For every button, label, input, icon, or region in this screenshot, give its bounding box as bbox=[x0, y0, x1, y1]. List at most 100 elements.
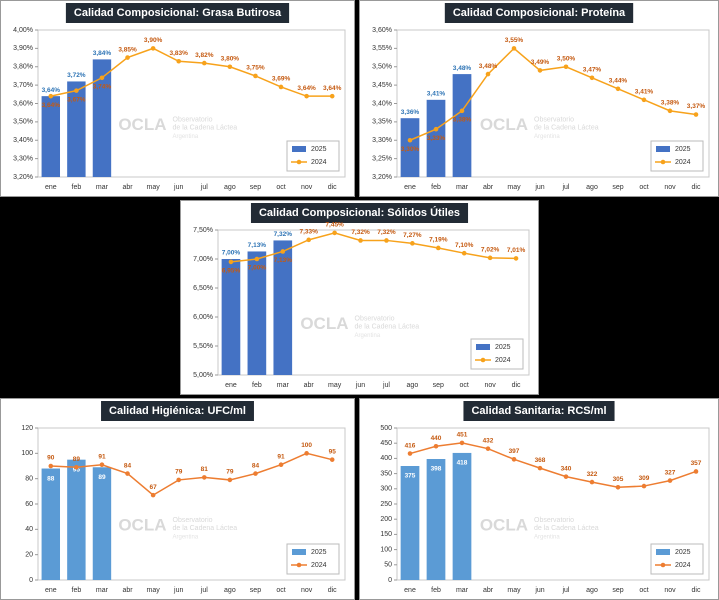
line-value-label: 7,02% bbox=[481, 247, 500, 254]
y-tick-label: 200 bbox=[380, 516, 392, 523]
bar bbox=[452, 452, 472, 580]
x-tick-label: oct bbox=[639, 587, 648, 594]
x-tick-label: may bbox=[328, 382, 342, 389]
bar-value-label: 375 bbox=[405, 473, 416, 480]
watermark: OCLA bbox=[480, 115, 528, 134]
line-value-label: 100 bbox=[301, 442, 312, 449]
bar-value-label: 7,00% bbox=[222, 250, 241, 257]
x-tick-label: ene bbox=[225, 382, 237, 389]
line-value-label: 81 bbox=[201, 466, 209, 473]
y-tick-label: 100 bbox=[380, 546, 392, 553]
line-value-label: 3,49% bbox=[531, 59, 550, 66]
line-value-label: 416 bbox=[405, 442, 416, 449]
line-point bbox=[641, 97, 647, 103]
y-tick-label: 120 bbox=[21, 425, 33, 432]
x-tick-label: may bbox=[507, 587, 521, 594]
chart-title: Calidad Composicional: Grasa Butirosa bbox=[74, 7, 282, 19]
y-tick-label: 350 bbox=[380, 470, 392, 477]
watermark: de la Cadena Láctea bbox=[173, 124, 238, 131]
chart-title: Calidad Sanitaria: RCS/ml bbox=[471, 405, 606, 417]
x-tick-label: jul bbox=[382, 382, 390, 389]
x-tick-label: nov bbox=[301, 587, 313, 594]
line-value-label: 84 bbox=[124, 462, 132, 469]
line-point bbox=[487, 255, 493, 261]
line-point bbox=[278, 84, 284, 90]
title-box bbox=[250, 203, 469, 223]
bar bbox=[41, 468, 61, 580]
line-value-label: 3,64% bbox=[42, 102, 61, 109]
watermark: Argentina bbox=[173, 134, 199, 140]
line-point bbox=[253, 73, 258, 79]
x-tick-label: oct bbox=[276, 587, 285, 594]
line-value-label: 451 bbox=[457, 432, 468, 439]
watermark: Observatorio bbox=[534, 517, 574, 524]
legend-swatch bbox=[296, 562, 302, 568]
y-tick-label: 3,20% bbox=[13, 174, 33, 181]
line-point bbox=[253, 471, 258, 476]
line-point bbox=[384, 238, 389, 243]
x-tick-label: oct bbox=[639, 184, 648, 191]
line-value-label: 79 bbox=[226, 469, 234, 476]
line-point bbox=[641, 483, 647, 489]
line-value-label: 95 bbox=[329, 448, 337, 455]
legend-label: 2024 bbox=[675, 562, 691, 569]
y-tick-label: 20 bbox=[25, 552, 33, 559]
x-tick-label: ago bbox=[224, 587, 236, 594]
line-point bbox=[407, 137, 413, 143]
y-tick-label: 3,35% bbox=[372, 119, 392, 126]
line-value-label: 84 bbox=[252, 462, 260, 469]
x-tick-label: abr bbox=[122, 587, 133, 594]
chart-panel: Calidad Sanitaria: RCS/ml OCLA Observatori… bbox=[359, 398, 719, 600]
chart-title: Calidad Composicional: Sólidos Útiles bbox=[259, 206, 460, 219]
line-value-label: 368 bbox=[535, 457, 546, 464]
x-tick-label: ene bbox=[45, 587, 57, 594]
line-point bbox=[150, 492, 156, 498]
line-point bbox=[461, 250, 467, 256]
line-value-label: 7,27% bbox=[403, 232, 422, 239]
legend-swatch bbox=[296, 159, 302, 165]
legend-label: 2025 bbox=[675, 146, 691, 153]
line bbox=[409, 47, 697, 141]
line-value-label: 79 bbox=[175, 469, 183, 476]
watermark: OCLA bbox=[300, 314, 348, 333]
line-value-label: 432 bbox=[483, 437, 494, 444]
x-tick-label: jun bbox=[534, 184, 544, 191]
y-tick-label: 4,00% bbox=[13, 27, 33, 34]
legend-label: 2024 bbox=[495, 357, 511, 364]
x-tick-label: sep bbox=[612, 587, 623, 594]
x-tick-label: abr bbox=[483, 184, 494, 191]
line-value-label: 3,64% bbox=[323, 85, 342, 92]
legend-label: 2024 bbox=[311, 562, 327, 569]
x-tick-label: oct bbox=[460, 382, 469, 389]
title-box bbox=[463, 401, 615, 421]
line-point bbox=[99, 462, 105, 468]
legend-label: 2025 bbox=[675, 549, 691, 556]
line-point bbox=[99, 75, 105, 81]
x-tick-label: ene bbox=[404, 587, 416, 594]
x-tick-label: may bbox=[147, 587, 161, 594]
line-point bbox=[227, 64, 233, 70]
x-tick-label: jun bbox=[355, 382, 365, 389]
bar bbox=[92, 467, 112, 580]
line-value-label: 305 bbox=[613, 476, 624, 483]
line-point bbox=[329, 93, 335, 99]
bar-value-label: 7,13% bbox=[248, 242, 267, 249]
x-tick-label: ago bbox=[407, 382, 419, 389]
line-point bbox=[537, 465, 543, 471]
y-tick-label: 450 bbox=[380, 440, 392, 447]
bar-value-label: 89 bbox=[98, 474, 106, 481]
y-tick-label: 0 bbox=[388, 577, 392, 584]
watermark: Observatorio bbox=[173, 517, 213, 524]
line-point bbox=[407, 451, 413, 456]
watermark: Argentina bbox=[534, 134, 560, 140]
line-point bbox=[459, 108, 465, 114]
y-tick-label: 50 bbox=[384, 562, 392, 569]
x-tick-label: jul bbox=[561, 184, 569, 191]
y-tick-label: 150 bbox=[380, 531, 392, 538]
bar bbox=[273, 240, 293, 375]
line-point bbox=[667, 478, 673, 483]
watermark: Observatorio bbox=[355, 315, 395, 322]
line-value-label: 7,32% bbox=[377, 229, 396, 236]
line-point bbox=[615, 484, 621, 490]
y-tick-label: 300 bbox=[380, 486, 392, 493]
